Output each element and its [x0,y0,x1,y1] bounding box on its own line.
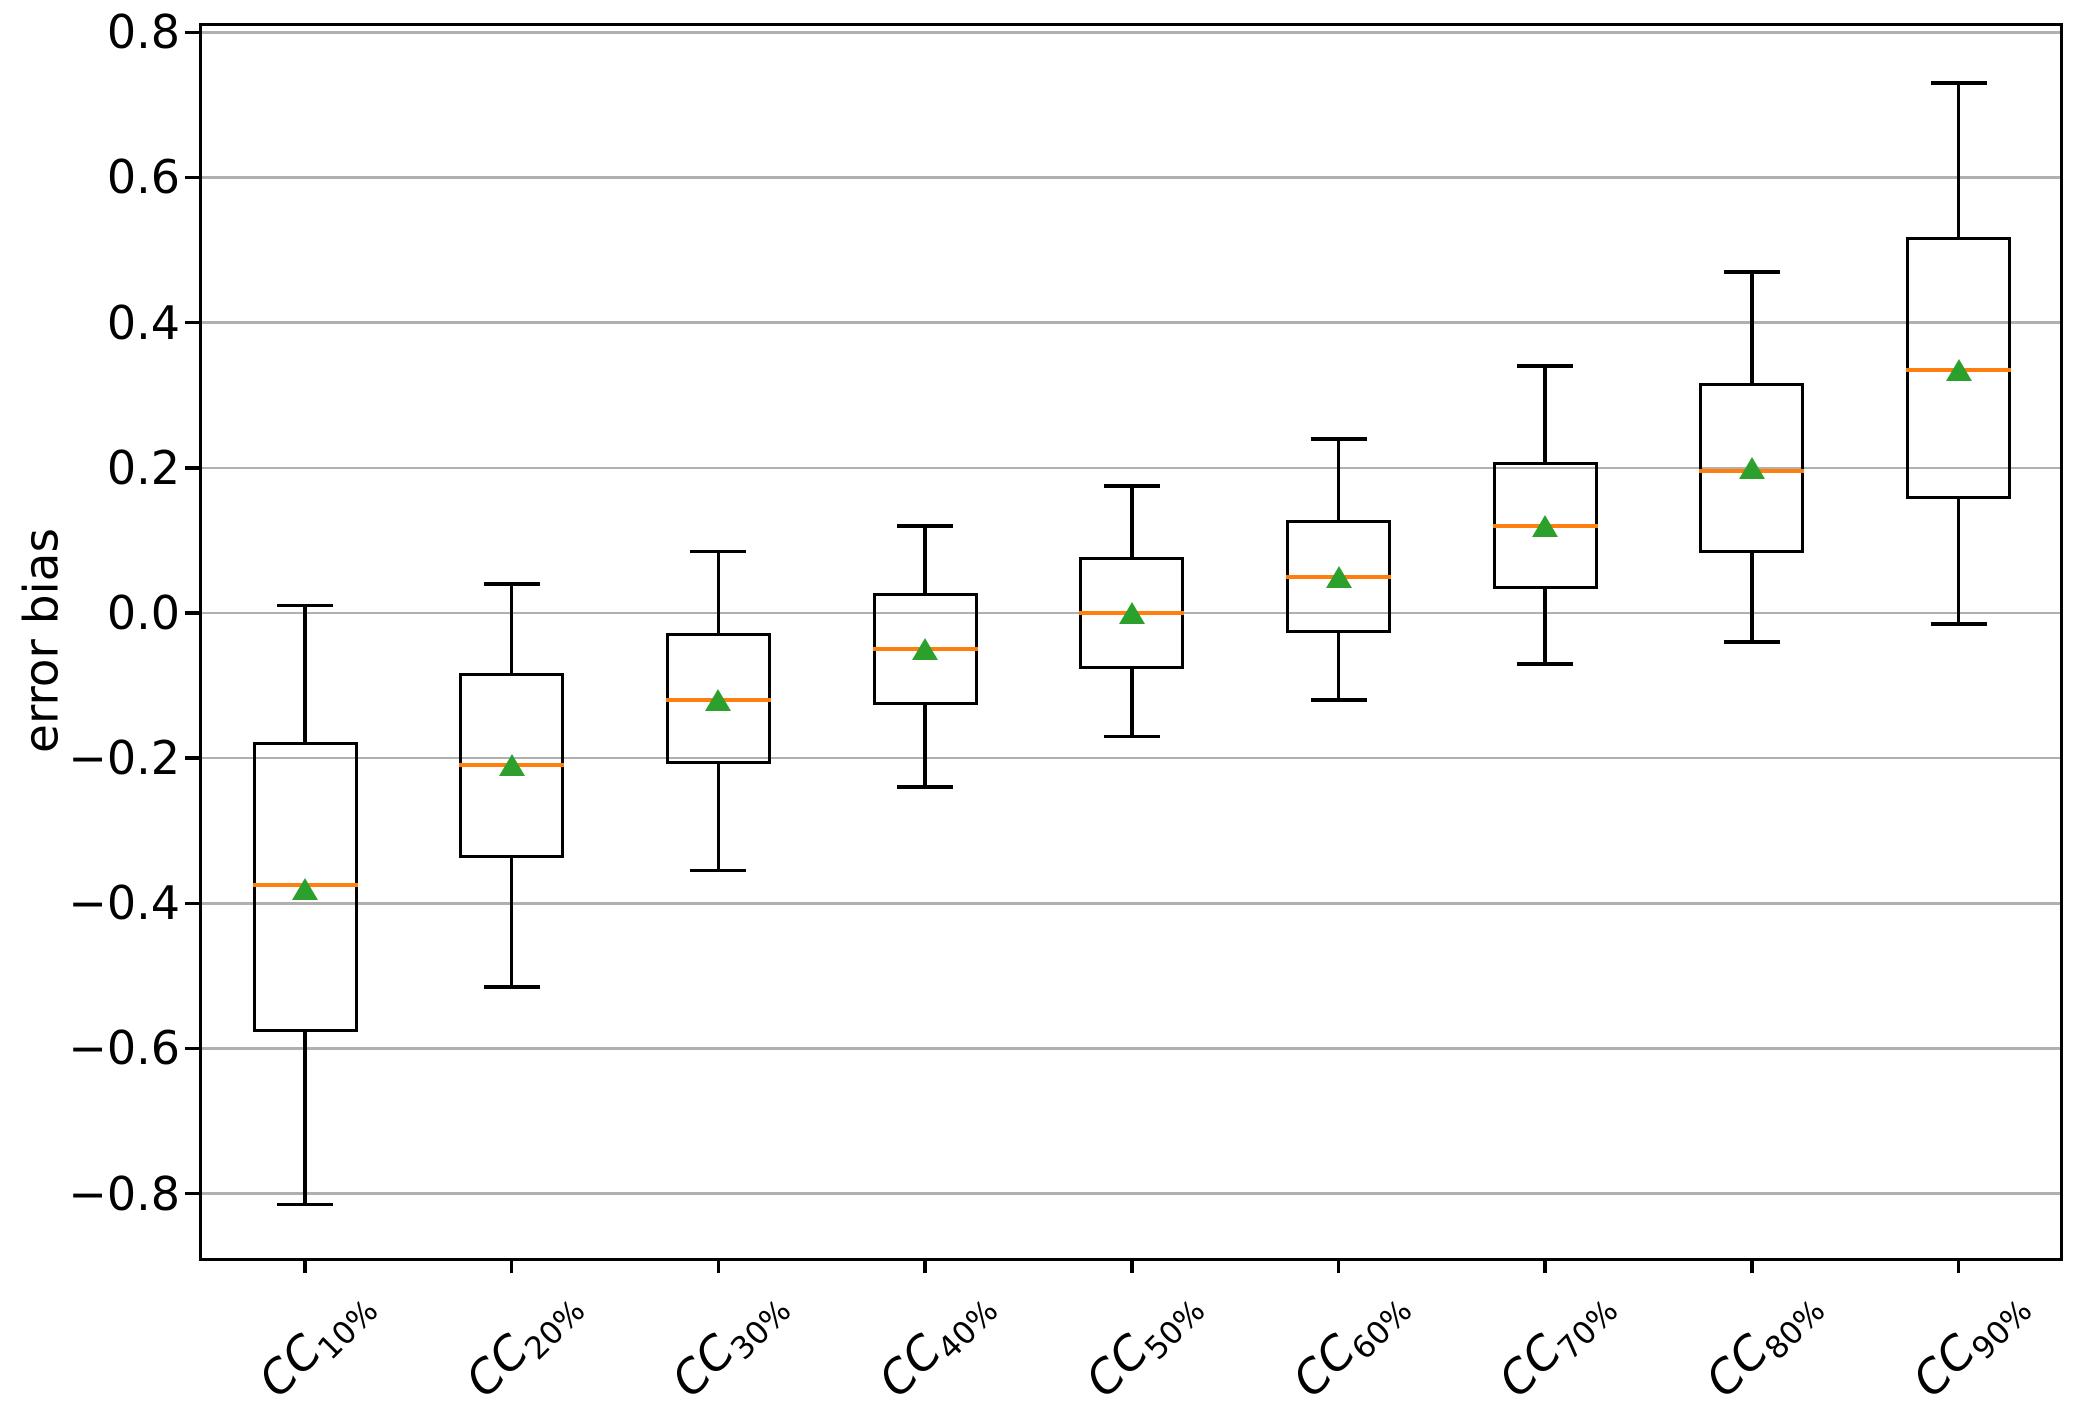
mean-marker [705,689,732,712]
x-tickmark [1336,1259,1341,1273]
x-tick-anchor: CC90% [1902,1278,2081,1408]
mean-marker [1738,456,1765,479]
y-tick-label: −0.6 [68,1021,180,1076]
whisker-lower [923,703,927,788]
whisker-upper [1956,83,1961,240]
whisker-upper [1130,485,1134,559]
x-tickmark [1543,1259,1547,1273]
cap-lower [690,868,747,873]
y-gridline [201,1047,2061,1050]
x-tickmark [509,1259,514,1273]
whisker-lower [1336,631,1341,701]
y-tick-label: −0.8 [68,1166,180,1221]
whisker-lower [716,761,721,871]
y-gridline [201,902,2061,905]
y-tickmark [185,466,200,470]
cap-upper [1723,270,1780,274]
cap-lower [1723,640,1780,644]
x-tick-anchor: CC10% [248,1278,478,1408]
y-tickmark [185,1191,200,1196]
x-tickmark [1956,1259,1961,1273]
whisker-lower [303,1030,307,1205]
x-tick-anchor: CC60% [1282,1278,1512,1408]
y-tickmark [185,30,200,34]
x-tick-anchor: CC20% [455,1278,685,1408]
whisker-lower [1956,496,1961,624]
y-tick-label: −0.4 [68,876,180,931]
whisker-upper [923,525,927,595]
cap-upper [277,603,333,608]
y-tick-label: 0.2 [106,440,180,495]
cap-lower [897,785,954,789]
plot-border [199,23,2063,1261]
x-tick-anchor: CC80% [1695,1278,1925,1408]
whisker-upper [1336,438,1341,523]
cap-upper [1930,81,1987,85]
y-gridline [201,176,2061,179]
cap-upper [690,549,747,553]
cap-lower [483,985,540,989]
cap-lower [1517,662,1574,666]
box [1699,382,1805,553]
cap-upper [1517,364,1574,368]
y-gridline [201,31,2061,34]
mean-marker [498,754,525,777]
cap-upper [1103,484,1160,488]
y-tickmark [185,1046,200,1051]
mean-marker [292,877,318,900]
cap-upper [483,582,540,586]
whisker-lower [1543,587,1547,664]
mean-marker [1118,601,1145,624]
whisker-lower [509,856,514,987]
x-tickmark [1750,1259,1754,1273]
y-gridline [201,1192,2061,1195]
y-gridline [201,466,2061,470]
y-tick-label: 0.4 [106,295,180,350]
mean-marker [1325,565,1352,588]
cap-upper [897,524,954,528]
cap-lower [1310,698,1367,702]
x-tick-anchor: CC30% [661,1278,891,1408]
whisker-upper [509,583,514,675]
y-tickmark [185,756,200,760]
y-tick-label: 0.6 [106,150,180,205]
whisker-upper [303,605,307,744]
cap-lower [1930,622,1987,626]
y-tick-label: 0.8 [106,5,180,60]
mean-marker [1532,514,1559,537]
cap-upper [1310,437,1367,441]
x-tickmark [1130,1259,1134,1273]
y-axis-title: error bias [14,528,70,753]
x-tick-anchor: CC50% [1075,1278,1305,1408]
y-gridline [201,756,2061,760]
whisker-upper [716,551,721,635]
y-tick-label: −0.2 [68,731,180,786]
y-tickmark [185,611,200,615]
y-tickmark [185,175,200,180]
x-tick-anchor: CC70% [1488,1278,1718,1408]
x-tickmark [923,1259,927,1273]
y-tickmark [185,320,200,325]
y-tickmark [185,901,200,906]
x-tickmark [716,1259,721,1273]
x-tick-anchor: CC40% [868,1278,1098,1408]
y-gridline [201,321,2061,324]
whisker-lower [1750,551,1754,642]
cap-lower [277,1202,333,1207]
whisker-upper [1543,366,1547,465]
mean-marker [912,638,939,661]
whisker-lower [1130,667,1134,737]
whisker-upper [1750,271,1754,385]
x-tickmark [303,1259,307,1273]
mean-marker [1945,358,1972,381]
y-tick-label: 0.0 [106,585,180,640]
cap-lower [1103,734,1160,739]
x-tick-label: CC10% [248,1292,386,1408]
